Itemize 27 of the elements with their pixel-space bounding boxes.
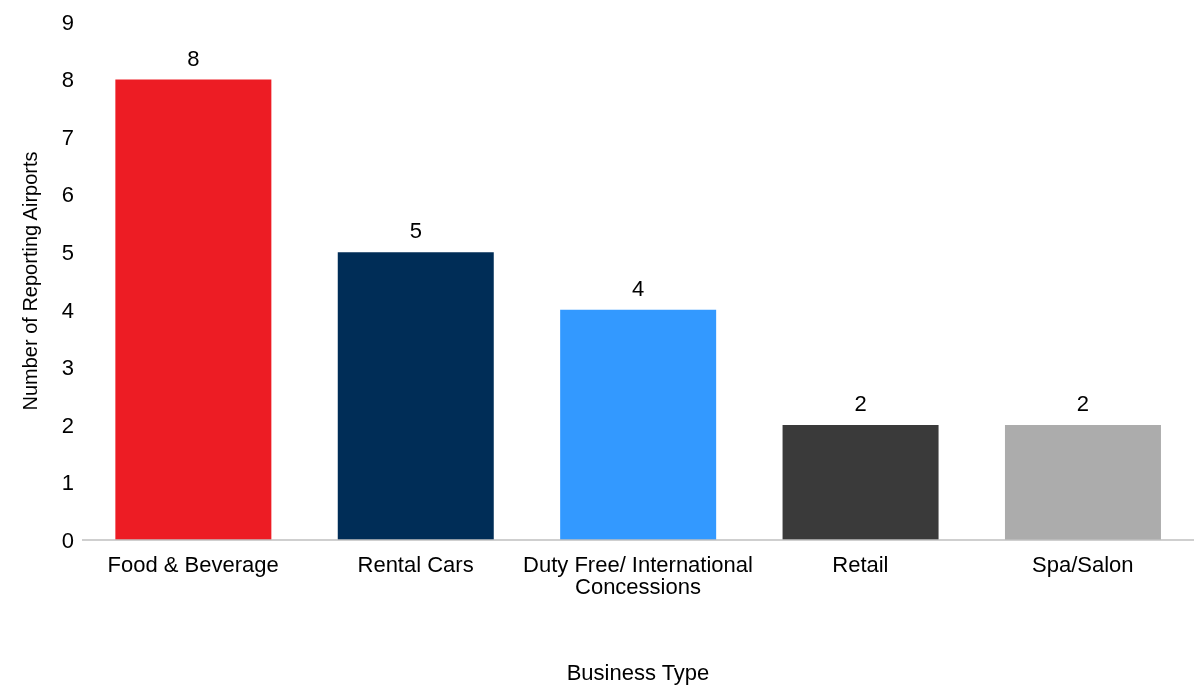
- x-tick-label: Food & Beverage: [107, 551, 279, 577]
- x-tick-label: Rental Cars: [357, 551, 474, 577]
- y-tick-label: 9: [61, 9, 74, 35]
- y-tick-label: 1: [61, 470, 74, 496]
- bar: [337, 252, 494, 540]
- x-axis-title: Business Type: [566, 660, 710, 685]
- y-tick-label: 6: [61, 182, 74, 208]
- x-tick-label: Duty Free/ International Concessions: [523, 551, 753, 599]
- data-label: 2: [854, 390, 867, 416]
- bar: [115, 79, 272, 540]
- data-label: 4: [632, 275, 645, 301]
- data-label: 5: [409, 218, 422, 244]
- y-tick-label: 4: [61, 297, 74, 323]
- y-tick-label: 5: [61, 240, 74, 266]
- y-tick-label: 8: [61, 67, 74, 93]
- y-axis-title: Number of Reporting Airports: [19, 151, 41, 411]
- bar: [560, 309, 717, 540]
- y-tick-label: 0: [61, 527, 74, 553]
- x-tick-label: Spa/Salon: [1032, 551, 1134, 577]
- data-label: 2: [1076, 390, 1090, 416]
- y-tick-label: 3: [61, 355, 74, 381]
- bar: [1004, 424, 1161, 540]
- y-tick-label: 2: [61, 412, 74, 438]
- y-tick-label: 7: [61, 124, 74, 150]
- bar: [782, 424, 939, 540]
- x-tick-label: Retail: [832, 551, 889, 577]
- data-label: 8: [187, 45, 200, 71]
